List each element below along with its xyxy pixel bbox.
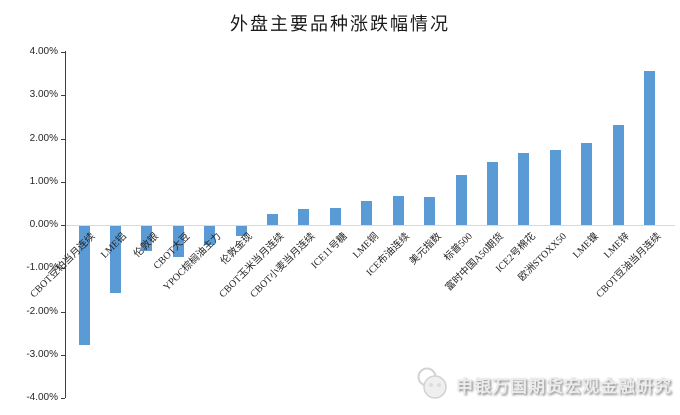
- y-axis-line: [65, 51, 66, 398]
- y-tick-label: -4.00%: [26, 392, 58, 403]
- y-tick-mark: [61, 95, 65, 96]
- bar: [267, 214, 278, 225]
- y-tick-label: -1.00%: [26, 262, 58, 273]
- bar: [613, 125, 624, 225]
- y-tick-label: 2.00%: [29, 133, 58, 144]
- zero-gridline: [66, 225, 675, 226]
- x-axis-label: 美元指数: [407, 231, 444, 268]
- y-tick-label: 4.00%: [29, 46, 58, 57]
- y-tick-mark: [61, 182, 65, 183]
- y-tick-label: -3.00%: [26, 349, 58, 360]
- x-axis-label: YPOC棕榈油主力: [161, 231, 224, 294]
- y-tick-mark: [61, 225, 65, 226]
- y-tick-mark: [61, 139, 65, 140]
- bar: [518, 153, 529, 225]
- bar: [644, 71, 655, 225]
- x-axis-label: 富时中国A50期货: [443, 231, 507, 294]
- bar: [393, 196, 404, 225]
- bar: [550, 150, 561, 225]
- company-logo-icon: [417, 367, 447, 399]
- x-axis-label: LME镍: [570, 231, 601, 261]
- bar: [424, 197, 435, 225]
- bar: [141, 226, 152, 251]
- y-tick-label: -2.00%: [26, 306, 58, 317]
- bar: [236, 226, 247, 236]
- brand-name: 申银万国期货宏观金融研究: [456, 376, 672, 396]
- y-tick-mark: [61, 355, 65, 356]
- y-tick-mark: [61, 312, 65, 313]
- bar: [581, 143, 592, 225]
- y-tick-mark: [61, 268, 65, 269]
- watermark: 申银万国期货宏观金融研究: [414, 366, 672, 402]
- bar: [79, 226, 90, 345]
- y-tick-label: 1.00%: [29, 176, 58, 187]
- y-tick-mark: [61, 398, 65, 399]
- bar: [173, 226, 184, 257]
- bar: [298, 209, 309, 225]
- y-tick-mark: [61, 52, 65, 53]
- x-axis-label: LME铜: [350, 231, 381, 261]
- bar: [330, 208, 341, 225]
- y-tick-label: 3.00%: [29, 89, 58, 100]
- chart-title: 外盘主要品种涨跌幅情况: [230, 14, 450, 34]
- bar: [204, 226, 215, 245]
- bar: [456, 175, 467, 225]
- y-tick-label: 0.00%: [29, 219, 58, 230]
- bar: [361, 201, 372, 225]
- x-axis-label: LME锌: [602, 231, 632, 261]
- bar: [487, 162, 498, 225]
- bar: [110, 226, 121, 293]
